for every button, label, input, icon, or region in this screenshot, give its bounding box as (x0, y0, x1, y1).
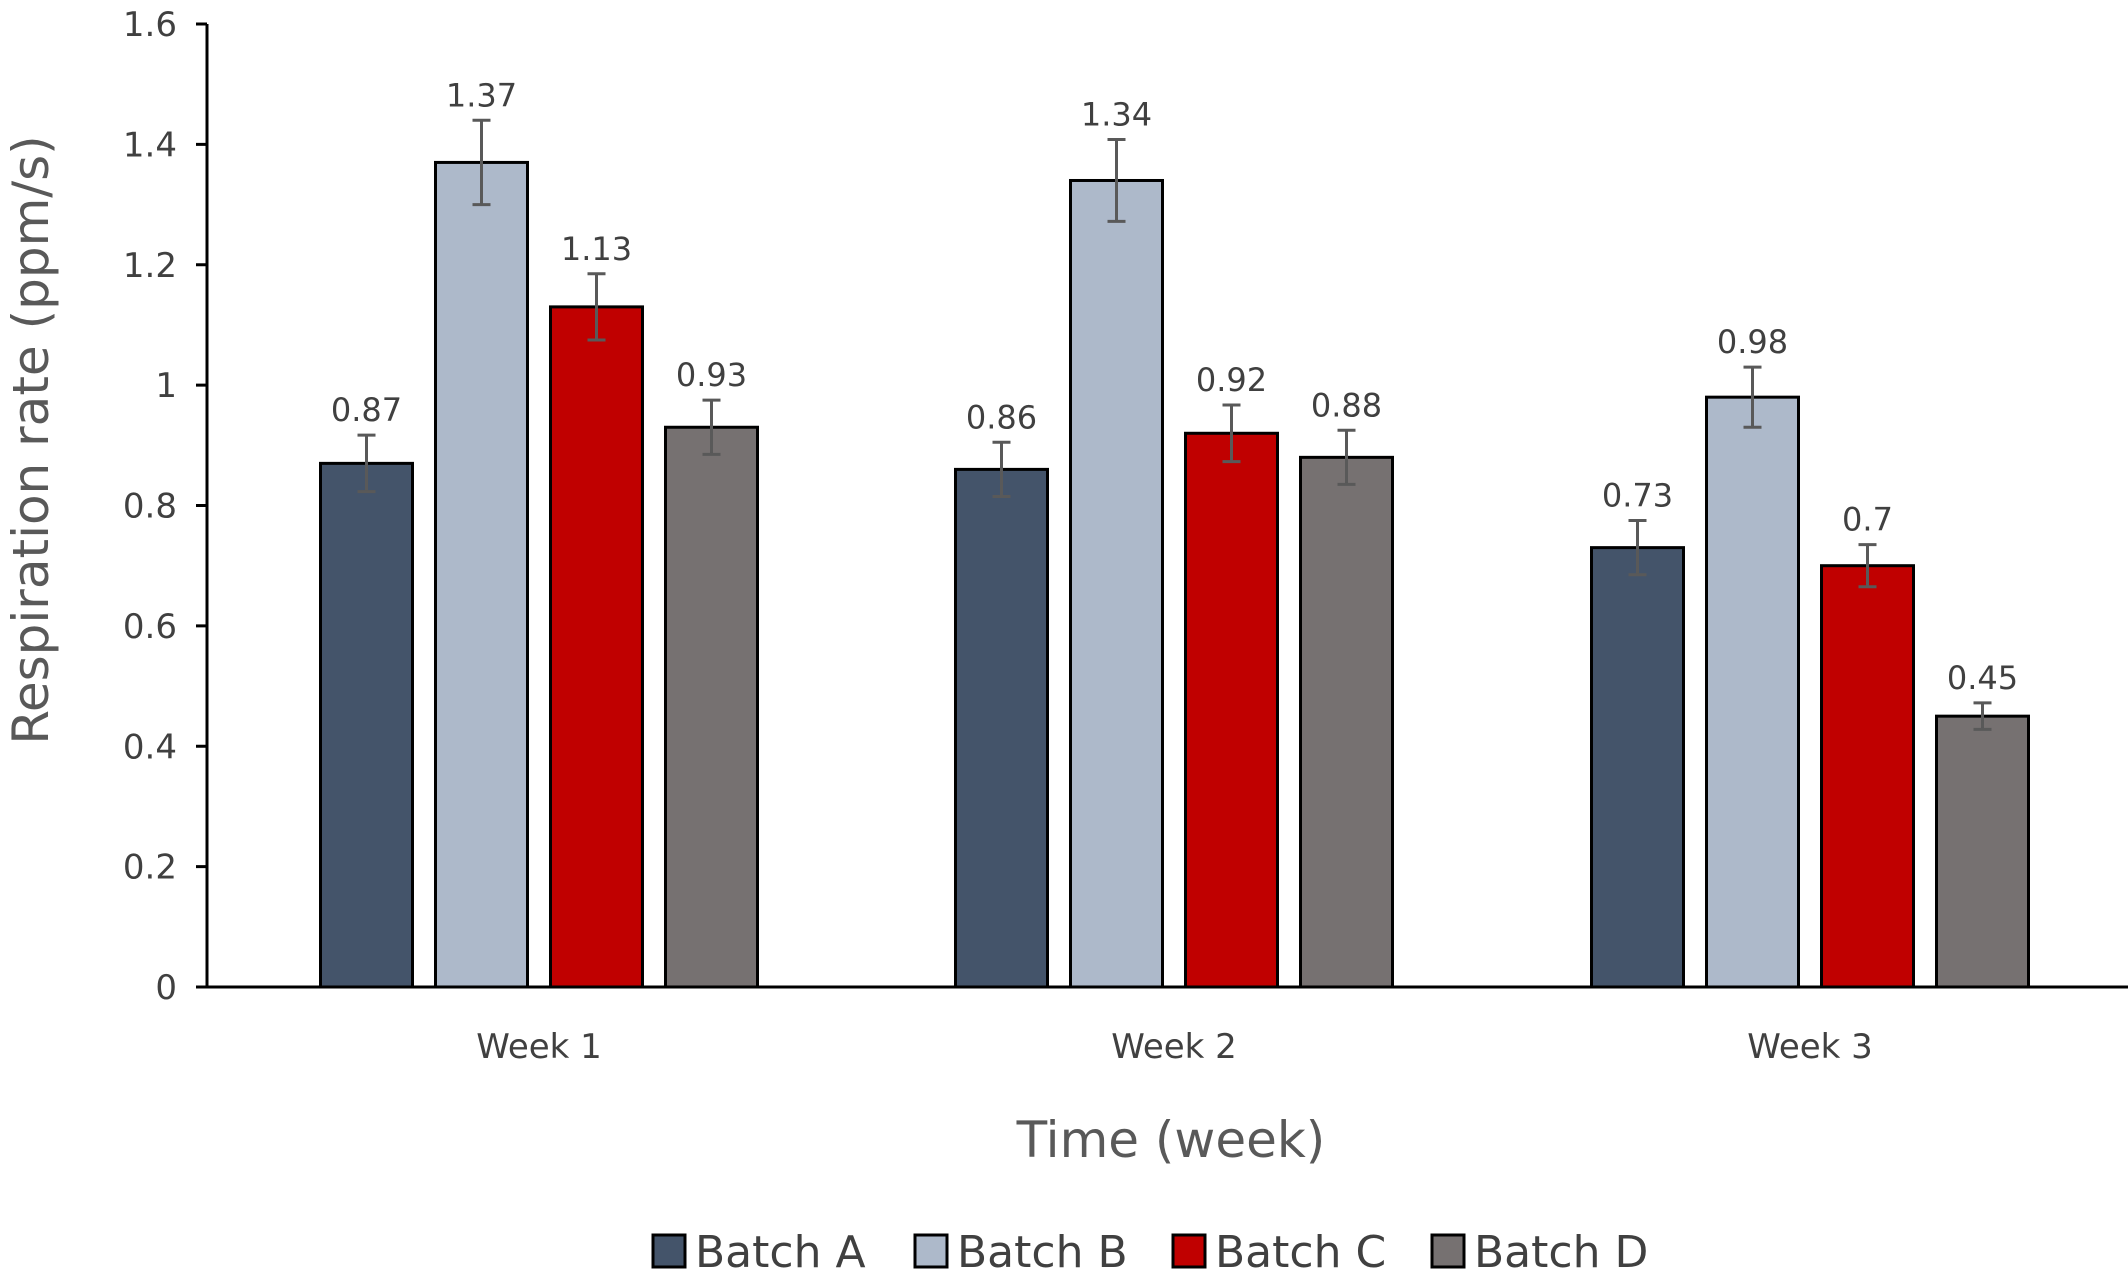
y-axis-title: Respiration rate (ppm/s) (2, 135, 60, 744)
error-bar-batch-d-week-2 (1337, 428, 1356, 486)
legend-swatch (651, 1233, 687, 1269)
legend-label: Batch B (957, 1227, 1128, 1278)
y-tick-label: 0.6 (123, 607, 177, 647)
legend-item-batch-d: Batch D (1430, 1227, 1648, 1278)
legend-item-batch-b: Batch B (913, 1227, 1128, 1278)
error-bar-batch-a-week-2 (992, 440, 1011, 498)
bar-batch-a-week-1 (319, 461, 414, 989)
legend-label: Batch D (1474, 1227, 1648, 1278)
error-bar-batch-c-week-2 (1222, 403, 1241, 464)
data-label-batch-b-week-1: 1.37 (446, 76, 517, 114)
error-bar-batch-d-week-1 (702, 398, 721, 456)
legend-swatch (1171, 1233, 1207, 1269)
bar-batch-a-week-3 (1590, 546, 1685, 989)
y-tick-label: 0.2 (123, 848, 177, 888)
data-label-batch-a-week-1: 0.87 (331, 391, 402, 429)
y-tick-label: 1.6 (123, 5, 177, 45)
error-bar-batch-a-week-3 (1628, 519, 1647, 577)
legend-swatch (1430, 1233, 1466, 1269)
legend: Batch A Batch B Batch C Batch D (651, 1227, 1648, 1278)
error-bar-batch-a-week-1 (357, 433, 376, 494)
bar-batch-d-week-1 (664, 425, 759, 989)
bar-batch-c-week-3 (1820, 564, 1915, 989)
bar-batch-a-week-2 (954, 467, 1049, 989)
y-tick-label: 1 (155, 366, 177, 406)
data-label-batch-b-week-3: 0.98 (1717, 323, 1788, 361)
y-tick-label: 1.2 (123, 246, 177, 286)
legend-item-batch-c: Batch C (1171, 1227, 1386, 1278)
data-label-batch-b-week-2: 1.34 (1081, 96, 1152, 134)
y-tick-label: 0.4 (123, 727, 177, 767)
x-tick-label: Week 3 (1747, 1027, 1873, 1067)
data-label-batch-a-week-3: 0.73 (1602, 477, 1673, 515)
legend-label: Batch C (1215, 1227, 1386, 1278)
data-label-batch-a-week-2: 0.86 (966, 398, 1037, 436)
bar-batch-b-week-1 (434, 160, 529, 989)
data-label-batch-c-week-1: 1.13 (561, 230, 632, 268)
y-tick-label: 1.4 (123, 125, 177, 165)
error-bar-batch-d-week-3 (1973, 701, 1992, 731)
error-bar-batch-b-week-1 (472, 118, 491, 207)
legend-label: Batch A (695, 1227, 866, 1278)
legend-item-batch-a: Batch A (651, 1227, 866, 1278)
data-label-batch-d-week-2: 0.88 (1311, 386, 1382, 424)
data-label-batch-d-week-3: 0.45 (1947, 659, 2018, 697)
bar-batch-d-week-2 (1299, 455, 1394, 989)
data-label-batch-d-week-1: 0.93 (676, 356, 747, 394)
y-tick-label: 0.8 (123, 487, 177, 527)
data-labels-layer: 0.87 1.37 1.13 0.93 0.86 1.34 0.92 0.88 0.73 0.98… (331, 76, 2018, 697)
bar-batch-b-week-2 (1069, 178, 1164, 989)
error-bar-batch-b-week-2 (1107, 138, 1126, 223)
bar-batch-d-week-3 (1935, 714, 2030, 989)
bar-batch-c-week-2 (1184, 431, 1279, 989)
error-bar-batch-c-week-3 (1858, 543, 1877, 589)
error-bar-batch-b-week-3 (1743, 365, 1762, 429)
bars-layer (319, 160, 2030, 989)
bar-batch-b-week-3 (1705, 395, 1800, 989)
x-tick-label: Week 1 (476, 1027, 602, 1067)
error-bar-batch-c-week-1 (587, 272, 606, 342)
x-axis-title: Time (week) (1016, 1111, 1326, 1169)
data-label-batch-c-week-3: 0.7 (1842, 501, 1893, 539)
error-bars-layer (357, 118, 1992, 731)
legend-swatch (913, 1233, 949, 1269)
data-label-batch-c-week-2: 0.92 (1196, 361, 1267, 399)
x-tick-label: Week 2 (1111, 1027, 1237, 1067)
y-tick-label: 0 (155, 968, 177, 1008)
axes-layer: 0 0.2 0.4 0.6 0.8 1 1.2 1.4 1.6 Week 1 Week 2 Week … (123, 5, 2128, 1067)
bar-batch-c-week-1 (549, 305, 644, 989)
